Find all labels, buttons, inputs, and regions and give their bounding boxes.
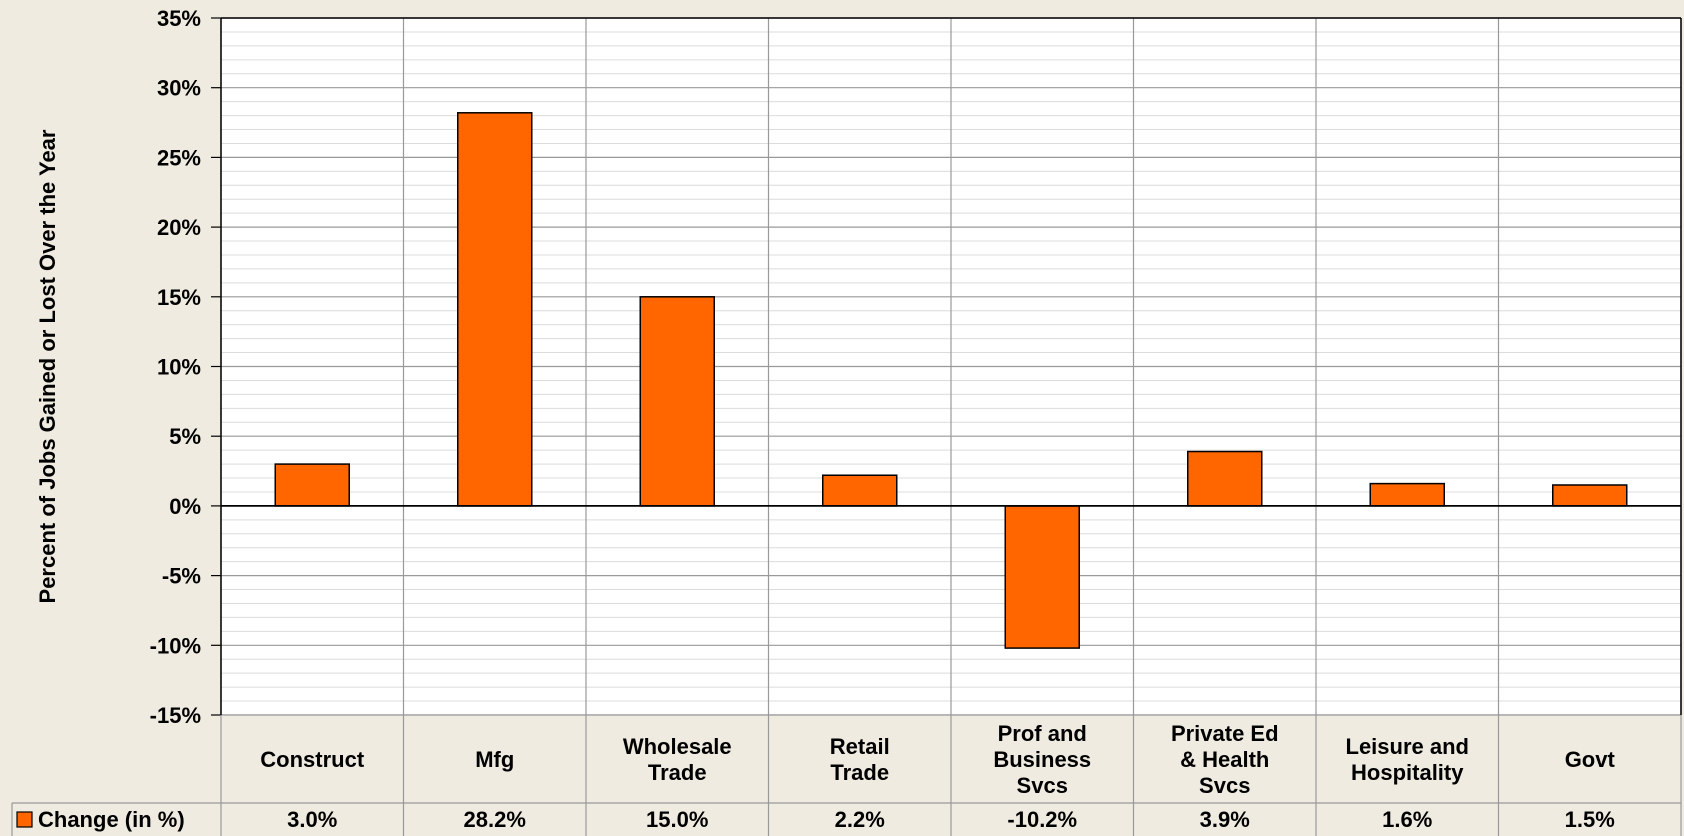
- y-tick-label: -15%: [150, 703, 201, 728]
- bar-1: [457, 112, 533, 507]
- category-label: Wholesale: [623, 734, 732, 759]
- y-tick-label: 15%: [157, 285, 201, 310]
- category-label: Svcs: [1017, 773, 1068, 798]
- y-tick-label: 5%: [169, 424, 201, 449]
- y-tick-label: 0%: [169, 494, 201, 519]
- data-table-value: 15.0%: [646, 807, 708, 832]
- data-table-value: 1.6%: [1382, 807, 1432, 832]
- category-label: & Health: [1180, 747, 1269, 772]
- category-label: Business: [993, 747, 1091, 772]
- y-tick-label: 10%: [157, 355, 201, 380]
- data-table-value: 1.5%: [1565, 807, 1615, 832]
- y-tick-label: 35%: [157, 6, 201, 31]
- data-table-value: -10.2%: [1007, 807, 1077, 832]
- category-label: Construct: [260, 747, 365, 772]
- category-label: Hospitality: [1351, 760, 1464, 785]
- legend-label: Change (in %): [38, 807, 185, 832]
- bar-5: [1187, 450, 1263, 507]
- bar-4: [1004, 505, 1080, 649]
- data-table-value: 3.0%: [287, 807, 337, 832]
- category-label: Trade: [830, 760, 889, 785]
- data-table-value: 3.9%: [1200, 807, 1250, 832]
- y-tick-label: -5%: [162, 564, 201, 589]
- legend-swatch: [16, 811, 33, 828]
- category-label: Prof and: [998, 721, 1087, 746]
- y-tick-label: 25%: [157, 145, 201, 170]
- category-label: Govt: [1565, 747, 1616, 772]
- category-label: Svcs: [1199, 773, 1250, 798]
- bar-3: [822, 474, 898, 507]
- y-tick-label: -10%: [150, 633, 201, 658]
- category-label: Retail: [830, 734, 890, 759]
- category-label: Trade: [648, 760, 707, 785]
- y-axis-title: Percent of Jobs Gained or Lost Over the …: [35, 129, 60, 603]
- bar-7: [1552, 484, 1628, 507]
- data-table-value: 28.2%: [464, 807, 526, 832]
- y-tick-label: 30%: [157, 76, 201, 101]
- bar-0: [274, 463, 350, 507]
- bar-6: [1369, 482, 1445, 507]
- category-label: Leisure and: [1346, 734, 1469, 759]
- bar-2: [639, 296, 715, 507]
- y-tick-label: 20%: [157, 215, 201, 240]
- category-label: Private Ed: [1171, 721, 1279, 746]
- data-table-value: 2.2%: [835, 807, 885, 832]
- category-label: Mfg: [475, 747, 514, 772]
